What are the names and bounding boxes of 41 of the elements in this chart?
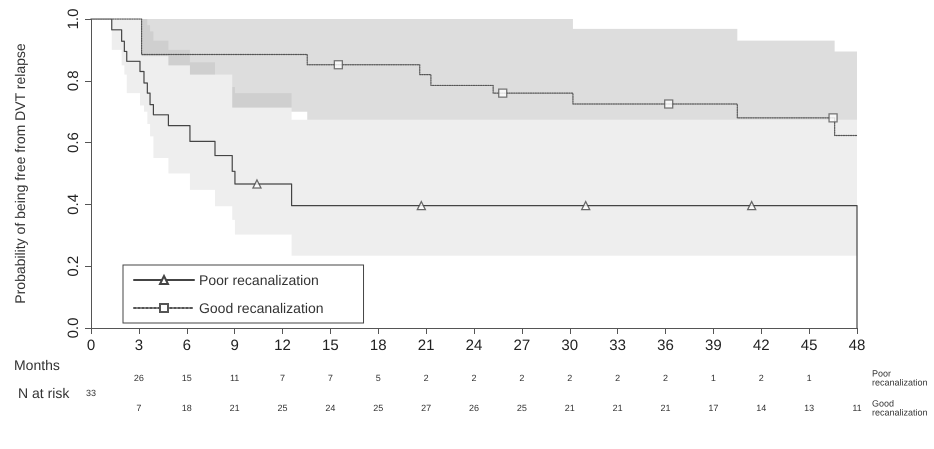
point: [252, 179, 262, 189]
x-axis-title: Months: [14, 357, 60, 373]
text: Good recanalization: [872, 398, 928, 418]
text: N at risk: [18, 385, 70, 401]
y-tick-label: 1.0: [65, 8, 82, 30]
text: 26 15 11 7 7 5 2 2 2 2 2 2 1 2 1: [134, 373, 812, 383]
point: [828, 113, 838, 123]
y-tick-label: 0.8: [65, 70, 82, 92]
legend-label: Poor recanalization: [199, 272, 319, 288]
x-tick-label: 42: [752, 337, 770, 354]
x-tick-label: 18: [370, 337, 387, 354]
text: 33: [86, 388, 96, 398]
text: Poor recanalization: [872, 368, 928, 388]
point: [664, 99, 674, 109]
y-axis-title: Probability of being free from DVT relapse: [12, 43, 28, 304]
point: [581, 200, 590, 210]
x-tick-label: 0: [86, 337, 96, 354]
y-tick-label: 0.0: [65, 318, 82, 338]
point: [416, 200, 426, 210]
text: 7 18 21 25 24 25 27 26 25 21 21 21 17 14 13 11: [136, 403, 862, 413]
x-tick-label: 36: [657, 337, 674, 354]
x-tick-label: 6: [182, 337, 191, 354]
point: [334, 60, 344, 70]
x-tick-label: 15: [322, 337, 339, 354]
x-tick-label: 33: [609, 337, 626, 354]
x-tick-label: 39: [705, 337, 722, 354]
x-tick-label: 48: [848, 337, 866, 354]
x-tick-label: 3: [134, 337, 144, 354]
y-tick-label: 0.4: [65, 194, 82, 215]
x-tick-label: 9: [230, 337, 239, 354]
y-tick-label: 0.2: [65, 256, 82, 277]
x-tick-label: 30: [561, 337, 578, 354]
legend-label: Good recanalization: [199, 300, 324, 316]
point: [498, 88, 508, 98]
y-tick-label: 0.6: [65, 132, 82, 154]
x-tick-label: 45: [800, 337, 818, 354]
point: [747, 200, 756, 210]
x-tick-label: 24: [466, 337, 482, 354]
x-tick-label: 12: [274, 337, 291, 354]
x-tick-label: 21: [418, 337, 434, 354]
x-tick-label: 27: [514, 337, 530, 354]
